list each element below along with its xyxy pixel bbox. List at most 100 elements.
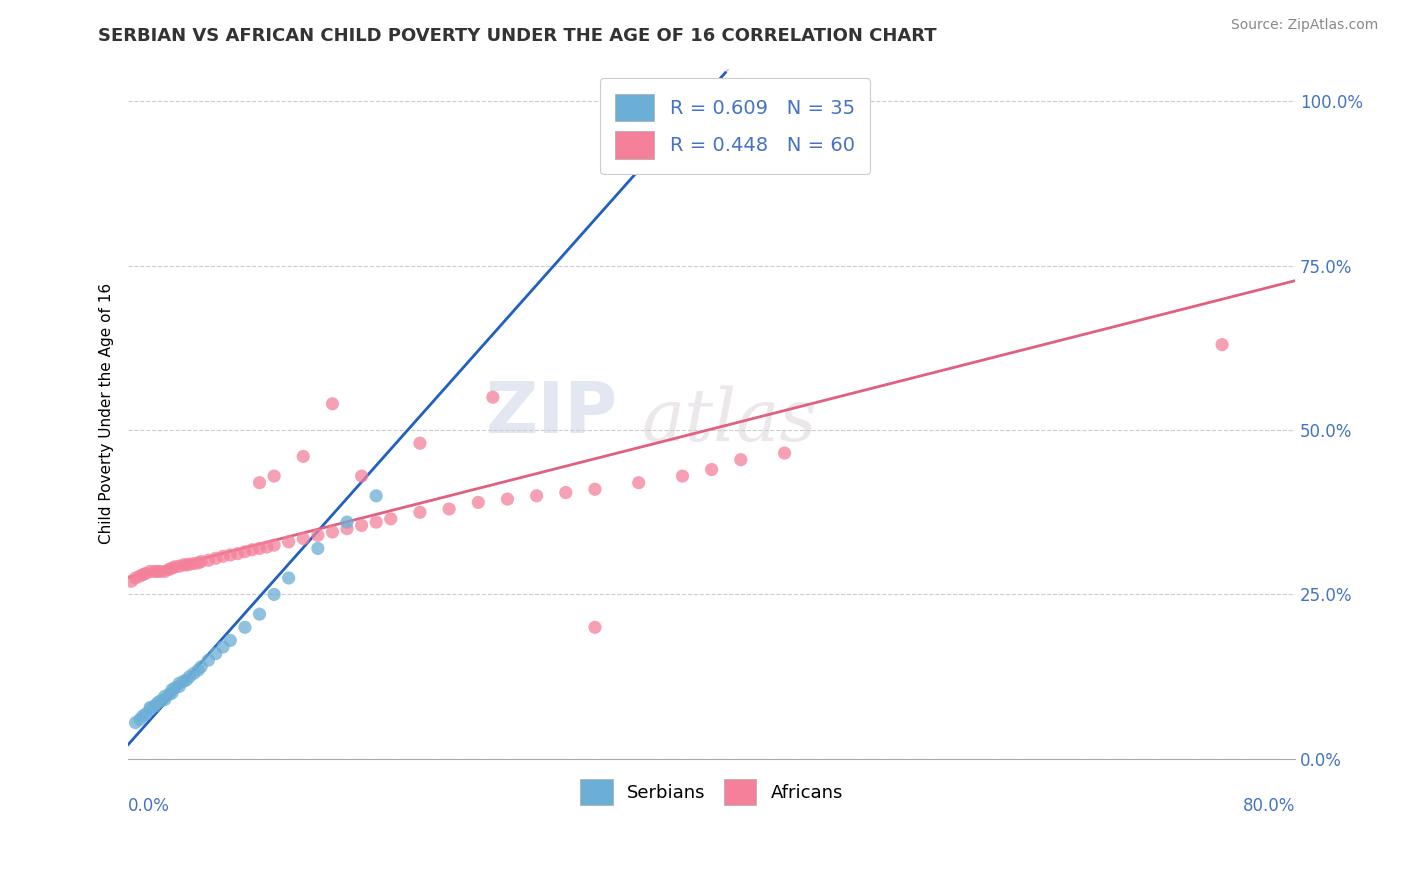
- Point: [1211, 337, 1233, 351]
- Point: [169, 676, 191, 690]
- Point: [730, 452, 752, 467]
- Point: [129, 712, 152, 726]
- Point: [583, 482, 606, 496]
- Point: [321, 524, 343, 539]
- Point: [179, 670, 201, 684]
- Point: [197, 553, 219, 567]
- Point: [176, 673, 198, 687]
- Point: [183, 557, 205, 571]
- Text: SERBIAN VS AFRICAN CHILD POVERTY UNDER THE AGE OF 16 CORRELATION CHART: SERBIAN VS AFRICAN CHILD POVERTY UNDER T…: [98, 27, 936, 45]
- Point: [157, 562, 180, 576]
- Point: [163, 681, 186, 695]
- Point: [129, 569, 152, 583]
- Point: [197, 653, 219, 667]
- Point: [160, 682, 183, 697]
- Point: [160, 686, 183, 700]
- Text: atlas: atlas: [641, 385, 817, 456]
- Point: [135, 566, 157, 581]
- Point: [157, 687, 180, 701]
- Point: [153, 690, 176, 704]
- Point: [380, 512, 402, 526]
- Point: [256, 540, 278, 554]
- Point: [292, 532, 315, 546]
- Point: [409, 505, 432, 519]
- Point: [1357, 95, 1379, 109]
- Y-axis label: Child Poverty Under the Age of 16: Child Poverty Under the Age of 16: [100, 283, 114, 544]
- Point: [204, 647, 226, 661]
- Point: [482, 390, 505, 404]
- Point: [179, 558, 201, 572]
- Point: [366, 489, 388, 503]
- Point: [366, 515, 388, 529]
- Point: [169, 559, 191, 574]
- Point: [219, 548, 242, 562]
- Point: [146, 696, 169, 710]
- Point: [143, 699, 166, 714]
- Point: [149, 565, 172, 579]
- Point: [627, 114, 650, 128]
- Point: [409, 436, 432, 450]
- Point: [554, 485, 576, 500]
- Point: [212, 640, 235, 654]
- Point: [146, 565, 169, 579]
- Point: [437, 502, 460, 516]
- Point: [321, 397, 343, 411]
- Point: [187, 556, 209, 570]
- Point: [336, 515, 359, 529]
- Point: [132, 567, 155, 582]
- Point: [496, 492, 519, 507]
- Point: [173, 558, 195, 572]
- Point: [120, 574, 142, 589]
- Point: [183, 666, 205, 681]
- Point: [249, 475, 271, 490]
- Point: [240, 542, 263, 557]
- Text: 0.0%: 0.0%: [128, 797, 170, 814]
- Point: [139, 702, 162, 716]
- Point: [173, 674, 195, 689]
- Point: [124, 715, 146, 730]
- Point: [526, 489, 548, 503]
- Text: 80.0%: 80.0%: [1243, 797, 1295, 814]
- Point: [139, 700, 162, 714]
- Point: [204, 551, 226, 566]
- Point: [467, 495, 489, 509]
- Point: [226, 547, 249, 561]
- Point: [307, 541, 329, 556]
- Point: [263, 587, 285, 601]
- Point: [190, 659, 212, 673]
- Point: [233, 545, 256, 559]
- Point: [169, 680, 191, 694]
- Point: [233, 620, 256, 634]
- Text: Source: ZipAtlas.com: Source: ZipAtlas.com: [1230, 18, 1378, 32]
- Point: [124, 571, 146, 585]
- Point: [219, 633, 242, 648]
- Point: [139, 565, 162, 579]
- Point: [292, 450, 315, 464]
- Point: [583, 620, 606, 634]
- Point: [176, 558, 198, 572]
- Point: [153, 565, 176, 579]
- Point: [249, 607, 271, 622]
- Point: [263, 538, 285, 552]
- Point: [212, 549, 235, 564]
- Point: [277, 534, 299, 549]
- Point: [249, 541, 271, 556]
- Point: [671, 469, 693, 483]
- Legend: R = 0.609   N = 35, R = 0.448   N = 60: R = 0.609 N = 35, R = 0.448 N = 60: [599, 78, 870, 174]
- Point: [263, 469, 285, 483]
- Point: [190, 555, 212, 569]
- Point: [187, 663, 209, 677]
- Point: [627, 475, 650, 490]
- Text: ZIP: ZIP: [486, 379, 619, 448]
- Point: [307, 528, 329, 542]
- Point: [153, 692, 176, 706]
- Point: [143, 565, 166, 579]
- Point: [350, 469, 373, 483]
- Point: [336, 522, 359, 536]
- Point: [160, 561, 183, 575]
- Point: [773, 446, 796, 460]
- Point: [149, 694, 172, 708]
- Point: [700, 462, 723, 476]
- Point: [135, 707, 157, 722]
- Point: [350, 518, 373, 533]
